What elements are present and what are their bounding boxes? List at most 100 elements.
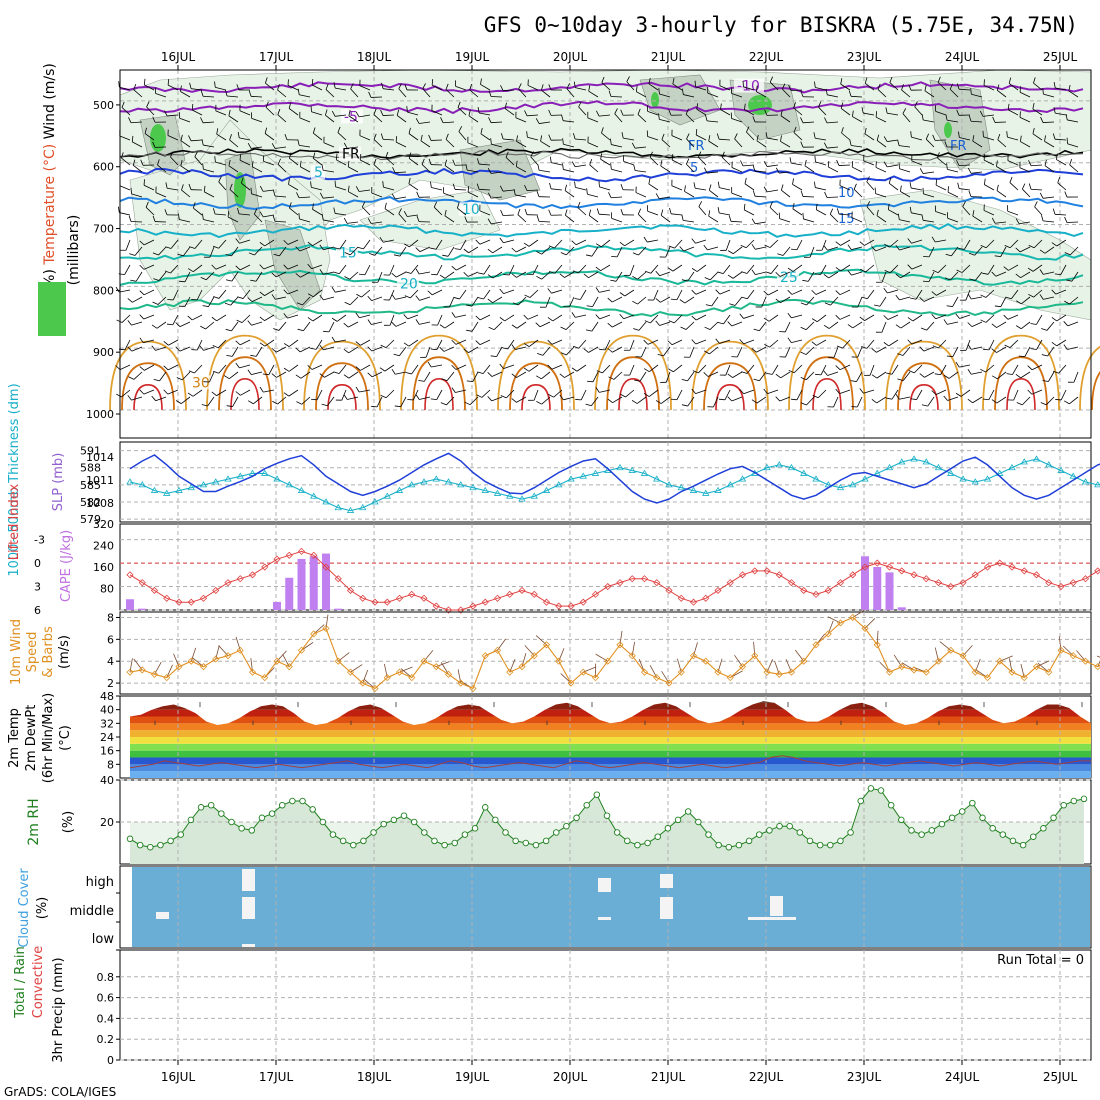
wind-barb [1008, 83, 1019, 91]
wind-barb-flag [727, 321, 733, 327]
temp-band [130, 709, 1091, 717]
wind-barb-flag [861, 107, 864, 114]
wind-barb [612, 296, 623, 303]
wind-barb [348, 321, 359, 328]
wind-barb-flag [166, 323, 173, 326]
wind-barb [902, 371, 911, 381]
wind-barb-flag [937, 76, 941, 83]
wind-barb [444, 271, 455, 279]
wind-barb [350, 88, 359, 98]
wind-barb-flag [1028, 293, 1034, 298]
wind-barb [490, 121, 503, 124]
wind-barb [588, 215, 599, 223]
wind-barb [159, 371, 167, 382]
wind-barb [143, 239, 155, 246]
lifted-index-marker [702, 594, 710, 602]
wind-barb [839, 314, 851, 320]
rh-marker [695, 818, 702, 826]
wind-barb-flag [259, 211, 264, 218]
wind-barb [288, 184, 299, 191]
wind-barb-flag [827, 160, 830, 167]
wind-barb-flag [226, 405, 233, 407]
wind-barb [515, 194, 527, 198]
wind-barb [731, 396, 743, 402]
wind-barb-flag [152, 252, 159, 256]
wind-barb [264, 239, 275, 247]
wind-speed-marker [493, 646, 502, 654]
wind-barb-flag [273, 328, 280, 331]
rh-marker [1040, 825, 1047, 832]
wind-barb [974, 246, 983, 256]
run-total-label: Run Total = 0 [997, 953, 1084, 968]
temperature-contour [119, 196, 1084, 211]
wind-barb-flag [932, 269, 939, 274]
rh-marker [908, 827, 915, 834]
wind-barb-flag [319, 192, 324, 199]
wind-barb [265, 82, 275, 91]
wind-barb [769, 339, 779, 348]
wind-barb [408, 158, 419, 166]
temp-bands [130, 701, 1091, 778]
wind-barb-flag [812, 394, 819, 399]
wind-speed-marker [677, 668, 685, 676]
wind-barb-flag [1041, 354, 1048, 357]
wind-barb [121, 314, 131, 323]
temp-band [130, 743, 1091, 751]
wind-barb [636, 396, 647, 404]
wind-barb-flag [991, 217, 996, 224]
wind-barb [312, 209, 323, 216]
wind-barb [935, 211, 947, 216]
wind-barb [935, 110, 947, 116]
wind-barb-flag [681, 279, 688, 282]
wind-barb [923, 171, 935, 174]
wind-barb [671, 339, 683, 346]
thickness-marker [775, 461, 783, 468]
wind-speed-marker [444, 670, 453, 678]
wind-barb [566, 246, 575, 256]
wind-barb-flag [504, 102, 507, 109]
wind-barb [827, 246, 839, 251]
wind-barb [298, 196, 311, 199]
wind-barb [373, 164, 383, 173]
wind-barb [299, 246, 311, 252]
rh-marker [969, 799, 976, 807]
wind-barb [782, 88, 791, 98]
wind-barb-flag [321, 164, 324, 171]
wind-barb [996, 321, 1007, 328]
wind-barb [887, 139, 899, 143]
wind-barb [491, 196, 503, 199]
wind-barb-flag [921, 214, 924, 221]
wind-barb-flag [643, 339, 649, 345]
wind-speed-marker [273, 657, 281, 665]
warm-contour [715, 383, 745, 411]
wind-barb-flag [403, 342, 410, 347]
wind-barb-flag [415, 319, 420, 325]
wind-barb-flag [379, 237, 384, 243]
cloud-block [242, 944, 255, 947]
wind-barb [637, 114, 647, 123]
wind-barb-flag [466, 304, 473, 307]
wind-tick-label: 2 [107, 677, 114, 690]
wind-barb-flag [946, 163, 948, 170]
wind-barb-flag [536, 275, 542, 280]
wind-barb [471, 321, 479, 332]
wind-barb [1031, 364, 1043, 371]
wind-speed-marker [726, 674, 734, 682]
wind-barb [348, 371, 359, 379]
wind-barb [529, 289, 539, 298]
wind-barb-flag [367, 346, 373, 352]
precip-conv-ylabel: Convective [31, 946, 46, 1019]
wind-barb-flag [643, 368, 650, 373]
wind-barb-flag [265, 77, 268, 84]
thickness-marker [1020, 458, 1028, 465]
wind-barb [207, 396, 215, 407]
wind-barb-flag [588, 85, 591, 92]
wind-barb [288, 339, 299, 347]
rh-marker [715, 841, 722, 849]
wind-barb-flag [163, 389, 169, 395]
wind-barb [196, 339, 203, 351]
wind-barb-flag [451, 387, 456, 393]
wind-speed-marker [383, 674, 391, 682]
wind-barb [277, 89, 287, 98]
rh-marker [329, 831, 337, 838]
